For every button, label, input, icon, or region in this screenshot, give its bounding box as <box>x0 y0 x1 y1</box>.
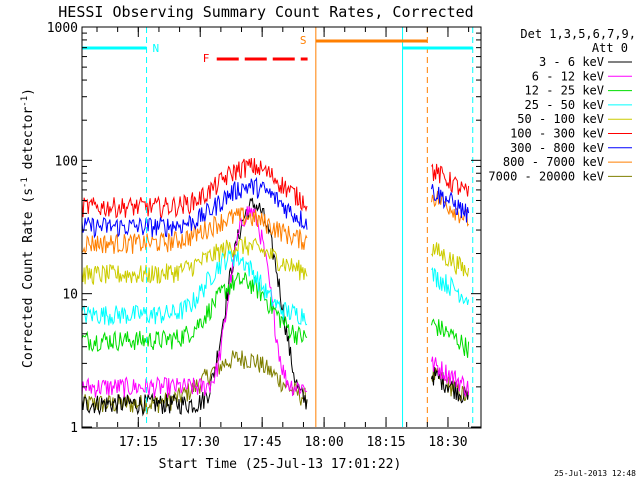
y-axis-label: Corrected Count Rate (s-1 detector-1) <box>20 88 36 368</box>
plot-frame <box>81 26 482 429</box>
legend-header-2: Att 0 <box>592 41 628 55</box>
legend-label-7: 800 - 7000 keV <box>503 155 604 169</box>
plot-timestamp: 25-Jul-2013 12:48 <box>554 469 636 478</box>
legend-label-2: 12 - 25 keV <box>525 84 604 98</box>
annotation-layer: N S F <box>82 27 474 427</box>
series-line-1-seg-1 <box>431 366 470 404</box>
x-tick-label-2: 17:45 <box>243 435 282 450</box>
series-line-2-seg-1 <box>431 356 470 398</box>
series-line-1-seg-0 <box>81 197 308 417</box>
annotation-label-2: F <box>203 52 210 65</box>
legend-label-3: 25 - 50 keV <box>525 98 604 112</box>
x-tick-label-3: 18:00 <box>305 435 344 450</box>
annotation-label-0: N <box>153 42 160 55</box>
x-tick-label-1: 17:30 <box>181 435 220 450</box>
x-tick-label-4: 18:15 <box>366 435 405 450</box>
series-line-8-seg-1 <box>431 163 470 197</box>
legend-header-1: Det 1,3,5,6,7,9, <box>520 27 636 41</box>
legend-label-6: 300 - 800 keV <box>510 141 604 155</box>
legend-label-1: 6 - 12 keV <box>532 69 604 83</box>
legend-label-8: 7000 - 20000 keV <box>488 169 604 183</box>
series-line-3-seg-0 <box>81 272 308 352</box>
axis-layer: 17:15 17:30 17:45 18:00 18:15 18:30 1 10 100 1000 <box>47 21 481 450</box>
data-layer <box>81 157 470 417</box>
series-line-5-seg-0 <box>81 236 308 285</box>
series-line-5-seg-1 <box>431 242 470 278</box>
series-line-4-seg-0 <box>81 248 308 326</box>
series-line-7-seg-0 <box>81 176 308 239</box>
series-line-4-seg-1 <box>431 267 470 305</box>
x-tick-label-0: 17:15 <box>119 435 158 450</box>
chart-title: HESSI Observing Summary Count Rates, Cor… <box>58 3 473 21</box>
y-tick-label-0: 1 <box>70 421 78 436</box>
y-tick-label-2: 100 <box>55 154 78 169</box>
x-tick-label-5: 18:30 <box>428 435 467 450</box>
series-line-8-seg-0 <box>81 157 308 219</box>
legend-label-0: 3 - 6 keV <box>539 55 604 69</box>
y-tick-label-3: 1000 <box>47 21 78 36</box>
annotation-label-1: S <box>300 34 307 47</box>
series-line-2-seg-0 <box>81 206 308 398</box>
x-axis-label: Start Time (25-Jul-13 17:01:22) <box>159 457 402 472</box>
series-line-6-seg-1 <box>431 190 470 227</box>
series-line-3-seg-1 <box>431 318 470 358</box>
y-tick-label-1: 10 <box>62 288 78 303</box>
series-line-7-seg-1 <box>431 184 470 223</box>
legend-label-4: 50 - 100 keV <box>517 112 604 126</box>
legend-label-5: 100 - 300 keV <box>510 127 604 141</box>
